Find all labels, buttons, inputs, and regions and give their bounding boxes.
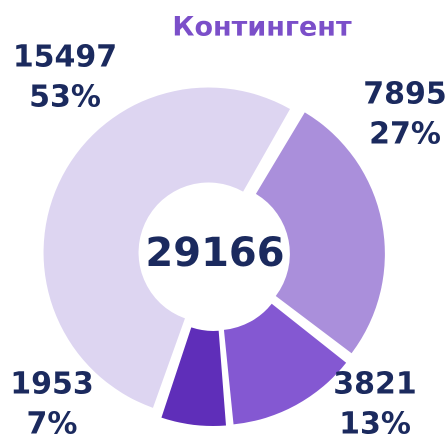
- percent-label: 27%: [369, 117, 441, 152]
- donut-slice: [43, 87, 291, 408]
- percent-label: 53%: [29, 80, 101, 115]
- total-label: 29166: [145, 230, 284, 276]
- chart-title: Контингент: [172, 12, 352, 43]
- donut-slice: [223, 303, 347, 425]
- value-label: 3821: [333, 367, 417, 402]
- donut-slice: [161, 327, 226, 426]
- value-label: 1953: [10, 367, 94, 402]
- percent-label: 13%: [339, 407, 411, 442]
- value-label: 15497: [13, 40, 117, 75]
- value-label: 7895: [363, 77, 446, 112]
- donut-slice: [255, 112, 385, 354]
- percent-label: 7%: [27, 407, 78, 442]
